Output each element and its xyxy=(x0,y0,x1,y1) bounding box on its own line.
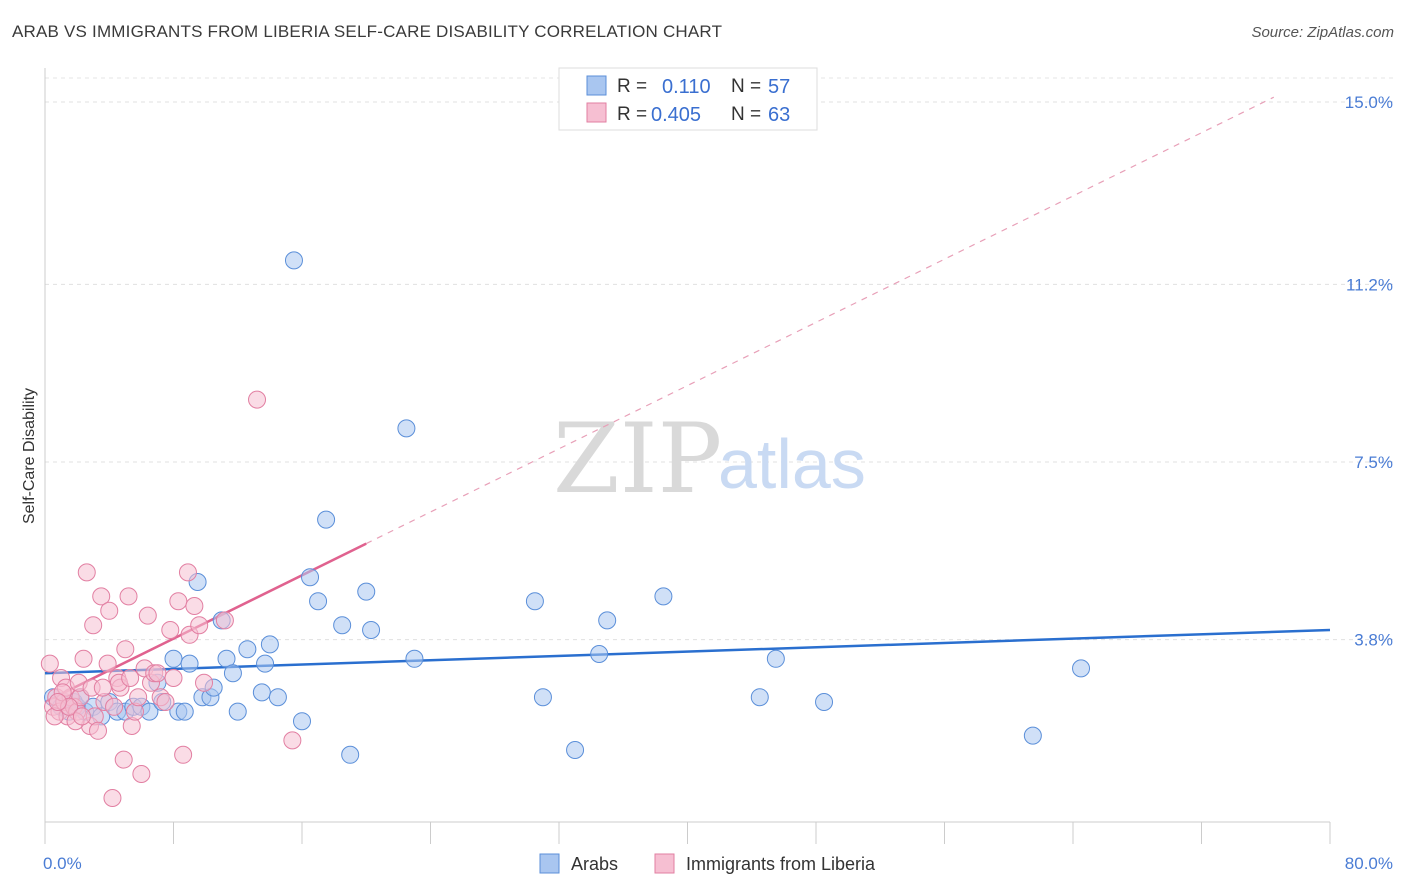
arab-point-20 xyxy=(175,702,194,721)
y-tick-label-0: 3.8% xyxy=(1354,631,1393,650)
arab-point-39 xyxy=(317,510,336,529)
arab-point-51 xyxy=(654,587,673,606)
arab-point-46 xyxy=(525,592,544,611)
liberia-point-31 xyxy=(132,765,151,783)
liberia-point-25 xyxy=(114,750,133,769)
arab-point-49 xyxy=(590,645,609,663)
legend-n-value-liberia: 63 xyxy=(768,104,790,126)
liberia-point-62 xyxy=(48,693,67,711)
liberia-point-27 xyxy=(119,587,138,606)
legend-r-label-liberia: R = xyxy=(617,104,647,125)
liberia-point-38 xyxy=(156,693,175,711)
liberia-point-53 xyxy=(93,678,112,697)
liberia-point-39 xyxy=(161,621,180,639)
legend-n-label-liberia: N = xyxy=(731,104,761,125)
legend-r-value-liberia: 0.405 xyxy=(651,104,701,126)
liberia-point-43 xyxy=(178,563,197,582)
arab-point-31 xyxy=(252,683,271,702)
liberia-point-26 xyxy=(116,640,135,659)
liberia-point-60 xyxy=(248,390,267,409)
liberia-point-12 xyxy=(77,563,96,582)
arab-point-33 xyxy=(260,635,279,654)
bottom-legend-label-liberia: Immigrants from Liberia xyxy=(686,854,876,874)
arab-point-29 xyxy=(228,702,247,721)
watermark-zip: ZIP xyxy=(553,403,722,515)
y-tick-label-1: 7.5% xyxy=(1354,453,1393,472)
x-tick-label-end: 80.0% xyxy=(1345,854,1393,873)
legend-n-label-arabs: N = xyxy=(731,76,761,97)
data-points xyxy=(40,251,1091,807)
y-tick-label-2: 11.2% xyxy=(1346,275,1393,294)
liberia-point-47 xyxy=(195,673,214,692)
liberia-point-58 xyxy=(72,707,91,726)
liberia-point-59 xyxy=(215,611,234,630)
arab-point-18 xyxy=(164,649,183,668)
bottom-legend: Arabs Immigrants from Liberia xyxy=(539,853,876,874)
liberia-point-17 xyxy=(92,587,111,606)
y-tick-label-3: 15.0% xyxy=(1345,93,1393,112)
arab-point-53 xyxy=(766,649,785,668)
liberia-point-36 xyxy=(148,664,167,683)
liberia-point-11 xyxy=(74,649,93,668)
bottom-legend-swatch-arabs xyxy=(539,853,560,874)
liberia-point-16 xyxy=(89,721,108,740)
liberia-trend-extension xyxy=(365,96,1275,545)
arab-point-21 xyxy=(180,654,199,673)
y-axis-title: Self-Care Disability xyxy=(21,388,38,524)
liberia-point-61 xyxy=(283,731,302,750)
liberia-point-20 xyxy=(100,601,119,620)
gridlines xyxy=(45,77,1395,641)
arab-point-45 xyxy=(405,649,424,668)
axes xyxy=(44,68,1331,844)
arab-point-34 xyxy=(268,688,287,707)
arab-point-28 xyxy=(223,664,242,683)
arab-point-30 xyxy=(238,640,257,659)
arab-point-41 xyxy=(341,745,360,764)
arab-point-35 xyxy=(284,251,303,270)
liberia-point-19 xyxy=(98,654,117,673)
legend-box: R = 0.110 N = 57 R = 0.405 N = 63 xyxy=(558,67,818,131)
source-credit: Source: ZipAtlas.com xyxy=(1251,24,1394,41)
x-tick-label-start: 0.0% xyxy=(43,854,82,873)
watermark-atlas: atlas xyxy=(718,425,866,503)
arab-point-40 xyxy=(333,616,352,635)
arab-point-38 xyxy=(309,592,328,611)
trend-lines xyxy=(44,96,1331,704)
arab-point-43 xyxy=(362,621,381,639)
arab-point-55 xyxy=(1023,726,1042,745)
legend-r-value-arabs: 0.110 xyxy=(662,76,711,98)
arab-point-44 xyxy=(397,419,416,438)
liberia-point-55 xyxy=(121,669,140,687)
liberia-point-45 xyxy=(185,597,204,615)
liberia-point-46 xyxy=(190,616,209,635)
arab-point-42 xyxy=(357,582,376,601)
liberia-point-41 xyxy=(169,592,188,611)
arab-point-48 xyxy=(566,741,585,759)
legend-n-value-arabs: 57 xyxy=(768,76,790,98)
legend-swatch-arabs xyxy=(586,75,607,96)
tick-labels: 3.8% 7.5% 11.2% 15.0% 0.0% 80.0% xyxy=(43,93,1393,873)
liberia-point-42 xyxy=(174,745,193,764)
arab-point-56 xyxy=(1072,659,1091,678)
liberia-point-33 xyxy=(138,606,157,625)
liberia-point-30 xyxy=(129,688,148,707)
legend-swatch-liberia xyxy=(586,102,607,123)
arab-point-54 xyxy=(815,693,834,711)
arab-point-36 xyxy=(293,712,311,731)
arab-point-50 xyxy=(598,611,617,630)
chart-title: ARAB VS IMMIGRANTS FROM LIBERIA SELF-CAR… xyxy=(12,22,723,41)
bottom-legend-swatch-liberia xyxy=(654,853,675,874)
liberia-point-21 xyxy=(103,789,122,807)
arab-point-37 xyxy=(301,568,320,587)
legend-r-label-arabs: R = xyxy=(617,76,647,97)
liberia-point-22 xyxy=(105,697,124,716)
liberia-point-40 xyxy=(164,669,183,687)
arab-point-32 xyxy=(256,654,275,673)
bottom-legend-label-arabs: Arabs xyxy=(571,854,618,874)
liberia-point-14 xyxy=(84,616,103,635)
arab-point-52 xyxy=(750,688,769,707)
arab-point-47 xyxy=(533,688,552,707)
liberia-point-0 xyxy=(40,654,59,673)
